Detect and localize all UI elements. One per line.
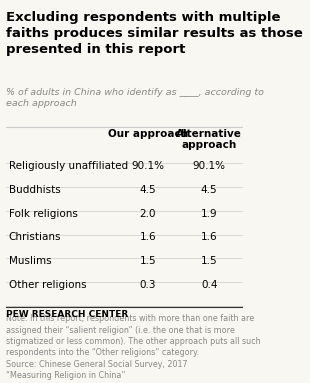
Text: Folk religions: Folk religions: [9, 209, 78, 219]
Text: Our approach: Our approach: [108, 129, 188, 139]
Text: % of adults in China who identify as ____, according to
each approach: % of adults in China who identify as ___…: [6, 88, 264, 108]
Text: 4.5: 4.5: [140, 185, 156, 195]
Text: 0.4: 0.4: [201, 280, 217, 290]
Text: 2.0: 2.0: [140, 209, 156, 219]
Text: Christians: Christians: [9, 232, 61, 242]
Text: Excluding respondents with multiple
faiths produces similar results as those
pre: Excluding respondents with multiple fait…: [6, 11, 303, 56]
Text: Other religions: Other religions: [9, 280, 86, 290]
Text: 1.6: 1.6: [140, 232, 156, 242]
Text: 90.1%: 90.1%: [193, 161, 226, 171]
Text: Buddhists: Buddhists: [9, 185, 60, 195]
Text: 1.5: 1.5: [140, 256, 156, 266]
Text: Note: In this report, respondents with more than one faith are
assigned their “s: Note: In this report, respondents with m…: [6, 314, 261, 380]
Text: Alternative
approach: Alternative approach: [176, 129, 242, 150]
Text: 1.5: 1.5: [201, 256, 218, 266]
Text: 4.5: 4.5: [201, 185, 218, 195]
Text: 1.9: 1.9: [201, 209, 218, 219]
Text: Muslims: Muslims: [9, 256, 51, 266]
Text: 1.6: 1.6: [201, 232, 218, 242]
Text: 0.3: 0.3: [140, 280, 156, 290]
Text: Religiously unaffiliated: Religiously unaffiliated: [9, 161, 128, 171]
Text: PEW RESEARCH CENTER: PEW RESEARCH CENTER: [6, 310, 129, 319]
Text: 90.1%: 90.1%: [131, 161, 164, 171]
